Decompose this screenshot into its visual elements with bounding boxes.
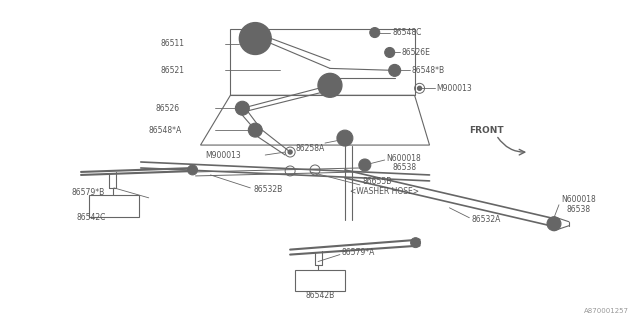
Circle shape — [552, 221, 556, 226]
Circle shape — [253, 128, 258, 132]
Text: 86655B: 86655B — [363, 177, 392, 187]
Text: FRONT: FRONT — [469, 126, 504, 135]
Text: 86548*B: 86548*B — [412, 66, 445, 75]
Text: 86511: 86511 — [161, 39, 185, 48]
Circle shape — [363, 163, 367, 167]
Circle shape — [318, 73, 342, 97]
Text: 86538: 86538 — [567, 205, 591, 214]
Circle shape — [392, 68, 397, 73]
Text: 86548*A: 86548*A — [148, 126, 182, 135]
Circle shape — [411, 238, 420, 248]
Text: <WASHER HOSE>: <WASHER HOSE> — [350, 188, 419, 196]
Text: 86542C: 86542C — [76, 213, 106, 222]
Circle shape — [359, 159, 371, 171]
Circle shape — [385, 47, 395, 58]
Text: 86258A: 86258A — [295, 144, 324, 153]
Text: 86579*A: 86579*A — [342, 248, 375, 257]
Bar — [89, 195, 139, 217]
Circle shape — [240, 106, 245, 111]
Circle shape — [388, 51, 392, 54]
Text: N600018: N600018 — [561, 195, 596, 204]
Text: 86542B: 86542B — [305, 291, 334, 300]
Circle shape — [372, 31, 377, 35]
Text: 86532A: 86532A — [471, 215, 500, 224]
Text: M900013: M900013 — [436, 84, 472, 93]
Text: 86548C: 86548C — [393, 28, 422, 37]
Circle shape — [388, 64, 401, 76]
Text: 86532B: 86532B — [253, 185, 282, 194]
Bar — [295, 269, 345, 292]
Circle shape — [417, 86, 422, 90]
Circle shape — [248, 123, 262, 137]
Circle shape — [337, 130, 353, 146]
Text: 86526E: 86526E — [402, 48, 431, 57]
Circle shape — [370, 28, 380, 37]
Circle shape — [342, 135, 348, 141]
Text: 86521: 86521 — [161, 66, 185, 75]
Circle shape — [188, 165, 198, 175]
Text: N600018: N600018 — [387, 154, 422, 163]
Text: 86538: 86538 — [393, 164, 417, 172]
Text: M900013: M900013 — [205, 150, 241, 160]
Text: A870001257: A870001257 — [584, 308, 628, 314]
Circle shape — [236, 101, 250, 115]
Circle shape — [547, 217, 561, 231]
Text: 86579*B: 86579*B — [71, 188, 104, 197]
Text: 86526: 86526 — [156, 104, 180, 113]
Circle shape — [288, 150, 292, 154]
Circle shape — [239, 23, 271, 54]
